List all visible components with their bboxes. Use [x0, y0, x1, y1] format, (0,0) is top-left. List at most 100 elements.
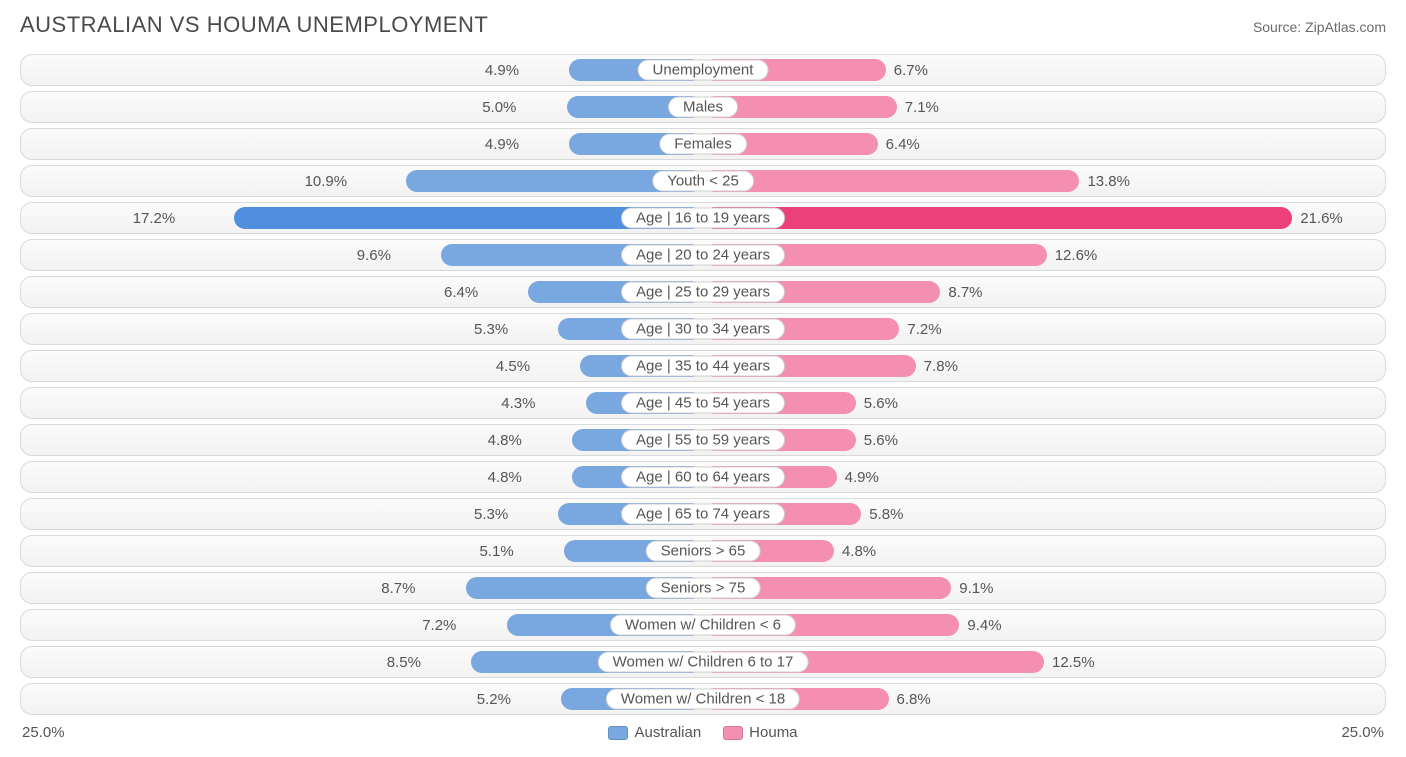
value-right: 7.8% — [916, 351, 958, 381]
value-left: 5.3% — [474, 314, 516, 344]
chart-source: Source: ZipAtlas.com — [1253, 19, 1386, 35]
row-right-half: 12.6% — [703, 240, 1385, 270]
chart-container: AUSTRALIAN VS HOUMA UNEMPLOYMENT Source:… — [0, 0, 1406, 749]
value-right: 4.8% — [834, 536, 876, 566]
row-left-half: 5.3% — [21, 314, 703, 344]
value-left: 4.8% — [488, 462, 530, 492]
legend-label-right: Houma — [749, 724, 797, 741]
value-right: 5.8% — [861, 499, 903, 529]
chart-row: 10.9% 13.8% Youth < 25 — [20, 165, 1386, 197]
value-left: 5.1% — [479, 536, 521, 566]
value-left: 4.3% — [501, 388, 543, 418]
row-left-half: 8.7% — [21, 573, 703, 603]
chart-row: 4.8%4.9%Age | 60 to 64 years — [20, 461, 1386, 493]
row-left-half: 5.2% — [21, 684, 703, 714]
value-left: 7.2% — [422, 610, 464, 640]
value-left: 4.8% — [488, 425, 530, 455]
row-left-half: 4.3% — [21, 388, 703, 418]
value-left: 17.2% — [133, 203, 184, 233]
value-right: 7.2% — [899, 314, 941, 344]
row-left-half: 4.8% — [21, 462, 703, 492]
chart-row: 5.3% 5.8% Age | 65 to 74 years — [20, 498, 1386, 530]
category-label: Seniors > 65 — [646, 541, 761, 562]
value-right: 6.8% — [889, 684, 931, 714]
value-left: 4.9% — [485, 129, 527, 159]
legend: Australian Houma — [608, 724, 797, 741]
category-label: Women w/ Children < 18 — [606, 689, 800, 710]
row-right-half: 4.9% — [703, 462, 1385, 492]
chart-row: 4.9%6.7%Unemployment — [20, 54, 1386, 86]
value-left: 9.6% — [357, 240, 399, 270]
legend-swatch-left — [608, 726, 628, 740]
butterfly-chart: 4.9%6.7%Unemployment 5.0%7.1%Males 4.9% 6.4… — [20, 54, 1386, 715]
chart-row: 4.8% 5.6% Age | 55 to 59 years — [20, 424, 1386, 456]
value-right: 5.6% — [856, 388, 898, 418]
value-right: 9.1% — [951, 573, 993, 603]
row-right-half: 7.2% — [703, 314, 1385, 344]
category-label: Age | 45 to 54 years — [621, 393, 785, 414]
row-left-half: 4.9% — [21, 55, 703, 85]
category-label: Women w/ Children < 6 — [610, 615, 796, 636]
value-right: 12.6% — [1047, 240, 1098, 270]
chart-row: 5.3% 7.2% Age | 30 to 34 years — [20, 313, 1386, 345]
chart-row: 9.6% 12.6% Age | 20 to 24 years — [20, 239, 1386, 271]
chart-title: AUSTRALIAN VS HOUMA UNEMPLOYMENT — [20, 12, 488, 38]
category-label: Age | 20 to 24 years — [621, 245, 785, 266]
row-left-half: 10.9% — [21, 166, 703, 196]
category-label: Females — [659, 134, 747, 155]
bar-right — [703, 207, 1292, 229]
row-right-half: 4.8% — [703, 536, 1385, 566]
chart-row: 4.3% 5.6% Age | 45 to 54 years — [20, 387, 1386, 419]
category-label: Age | 16 to 19 years — [621, 208, 785, 229]
value-left: 5.3% — [474, 499, 516, 529]
legend-item-left: Australian — [608, 724, 701, 741]
row-right-half: 5.6% — [703, 425, 1385, 455]
value-left: 8.5% — [387, 647, 429, 677]
chart-row: 8.7%9.1%Seniors > 75 — [20, 572, 1386, 604]
row-right-half: 6.8% — [703, 684, 1385, 714]
chart-row: 4.5% 7.8% Age | 35 to 44 years — [20, 350, 1386, 382]
value-left: 6.4% — [444, 277, 486, 307]
category-label: Age | 30 to 34 years — [621, 319, 785, 340]
value-left: 4.9% — [485, 55, 527, 85]
row-right-half: 7.8% — [703, 351, 1385, 381]
header: AUSTRALIAN VS HOUMA UNEMPLOYMENT Source:… — [20, 12, 1386, 38]
row-left-half: 5.1% — [21, 536, 703, 566]
value-right: 21.6% — [1292, 203, 1343, 233]
value-right: 4.9% — [837, 462, 879, 492]
category-label: Age | 65 to 74 years — [621, 504, 785, 525]
row-left-half: 4.9% — [21, 129, 703, 159]
chart-row: 8.5%12.5%Women w/ Children 6 to 17 — [20, 646, 1386, 678]
chart-row: 5.1% 4.8% Seniors > 65 — [20, 535, 1386, 567]
row-left-half: 5.3% — [21, 499, 703, 529]
category-label: Age | 25 to 29 years — [621, 282, 785, 303]
axis-max-right: 25.0% — [1341, 724, 1384, 741]
legend-swatch-right — [723, 726, 743, 740]
category-label: Unemployment — [638, 60, 769, 81]
row-right-half: 21.6% — [703, 203, 1385, 233]
row-right-half: 9.4% — [703, 610, 1385, 640]
value-right: 5.6% — [856, 425, 898, 455]
row-left-half: 4.5% — [21, 351, 703, 381]
legend-label-left: Australian — [634, 724, 701, 741]
row-right-half: 6.4% — [703, 129, 1385, 159]
category-label: Women w/ Children 6 to 17 — [598, 652, 809, 673]
row-right-half: 5.8% — [703, 499, 1385, 529]
value-right: 13.8% — [1079, 166, 1130, 196]
value-right: 7.1% — [897, 92, 939, 122]
chart-footer: 25.0% Australian Houma 25.0% — [20, 720, 1386, 741]
chart-row: 7.2% 9.4% Women w/ Children < 6 — [20, 609, 1386, 641]
chart-row: 5.0%7.1%Males — [20, 91, 1386, 123]
category-label: Youth < 25 — [652, 171, 754, 192]
row-left-half: 7.2% — [21, 610, 703, 640]
value-left: 10.9% — [305, 166, 356, 196]
value-left: 8.7% — [381, 573, 423, 603]
chart-row: 6.4%8.7%Age | 25 to 29 years — [20, 276, 1386, 308]
bar-right — [703, 170, 1079, 192]
category-label: Age | 55 to 59 years — [621, 430, 785, 451]
value-right: 9.4% — [959, 610, 1001, 640]
row-right-half: 7.1% — [703, 92, 1385, 122]
category-label: Age | 35 to 44 years — [621, 356, 785, 377]
row-left-half: 17.2% — [21, 203, 703, 233]
chart-row: 17.2% 21.6% Age | 16 to 19 years — [20, 202, 1386, 234]
